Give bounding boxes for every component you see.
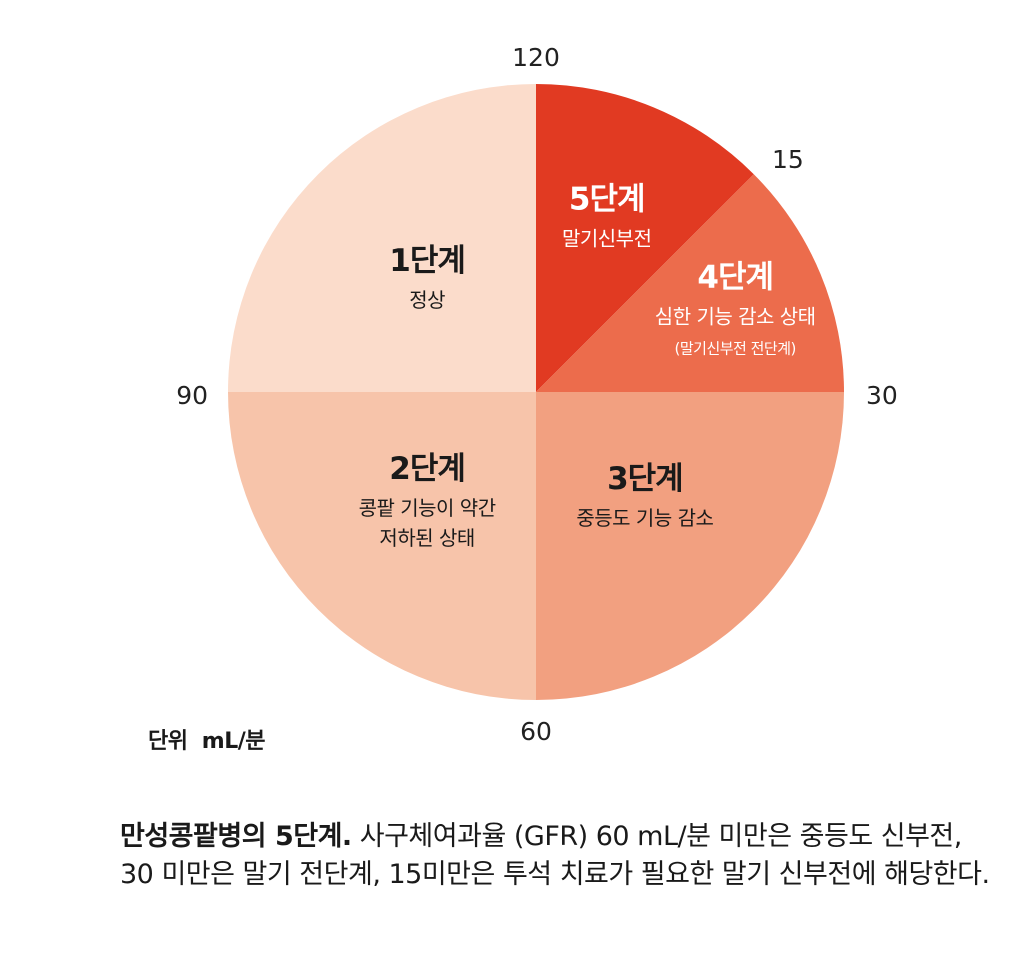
tick-label-120: 120 [512,43,560,72]
stage-label-3: 3단계 [607,461,683,497]
pie-slices [228,84,844,700]
tick-label-60: 60 [520,717,552,746]
stage-label-2: 2단계 [389,451,465,487]
stage-description-2-2: 저하된 상태 [379,526,474,550]
tick-label-90: 90 [176,381,208,410]
pie-slice-stage-1 [228,84,536,392]
stage-label-5: 5단계 [569,181,645,217]
tick-label-30: 30 [866,381,898,410]
stage-description-1-1: 정상 [409,288,445,312]
tick-label-15: 15 [772,145,804,174]
stage-description-5-1: 말기신부전 [562,226,652,250]
stage-label-1: 1단계 [389,243,465,279]
unit-label: 단위 mL/분 [148,729,266,754]
stage-description-4-2: (말기신부전 전단계) [675,339,796,357]
stage-label-4: 4단계 [697,259,773,295]
pie-slice-stage-3 [536,392,844,700]
pie-slice-stage-5 [536,84,754,392]
pie-slice-stage-2 [228,392,536,700]
caption-body: 사구체여과율 (GFR) 60 mL/분 미만은 중등도 신부전, 30 미만은… [120,821,990,890]
figure-caption: 만성콩팥병의 5단계. 사구체여과율 (GFR) 60 mL/분 미만은 중등도… [120,818,1000,894]
stage-description-4-1: 심한 기능 감소 상태 [655,304,816,328]
caption-title: 만성콩팥병의 5단계. [120,821,352,852]
stage-description-2-1: 콩팥 기능이 약간 [359,496,496,520]
stage-description-3-1: 중등도 기능 감소 [576,506,713,530]
pie-slice-stage-4 [536,174,844,392]
